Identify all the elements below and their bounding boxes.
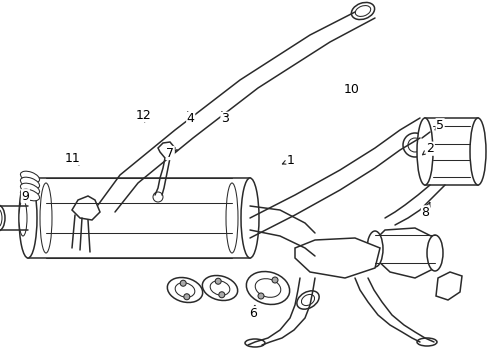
Ellipse shape xyxy=(255,279,280,297)
Ellipse shape xyxy=(225,183,238,253)
Text: 11: 11 xyxy=(64,152,80,166)
Ellipse shape xyxy=(407,138,421,152)
Ellipse shape xyxy=(258,293,264,299)
Polygon shape xyxy=(294,238,379,278)
Text: 4: 4 xyxy=(186,112,194,125)
Ellipse shape xyxy=(183,294,189,300)
Ellipse shape xyxy=(416,338,436,346)
Ellipse shape xyxy=(351,3,374,19)
Bar xyxy=(424,118,477,185)
Ellipse shape xyxy=(20,183,40,195)
Ellipse shape xyxy=(175,283,194,297)
Ellipse shape xyxy=(426,235,442,271)
Ellipse shape xyxy=(153,192,163,202)
Ellipse shape xyxy=(19,178,37,258)
Ellipse shape xyxy=(416,118,432,185)
Ellipse shape xyxy=(215,278,221,284)
Ellipse shape xyxy=(20,189,40,201)
Polygon shape xyxy=(72,196,100,220)
Polygon shape xyxy=(435,272,461,300)
Text: 5: 5 xyxy=(434,119,443,132)
Text: 10: 10 xyxy=(344,83,359,96)
Ellipse shape xyxy=(301,294,314,306)
Ellipse shape xyxy=(296,291,319,309)
Ellipse shape xyxy=(241,178,259,258)
Ellipse shape xyxy=(202,275,237,301)
Text: 3: 3 xyxy=(221,112,228,125)
Text: 7: 7 xyxy=(166,147,177,159)
Ellipse shape xyxy=(20,177,40,189)
Ellipse shape xyxy=(246,271,289,305)
Ellipse shape xyxy=(218,292,224,298)
Ellipse shape xyxy=(167,278,202,302)
Ellipse shape xyxy=(20,171,40,183)
Ellipse shape xyxy=(271,277,278,283)
Polygon shape xyxy=(374,228,434,278)
Ellipse shape xyxy=(244,339,264,347)
Ellipse shape xyxy=(469,118,485,185)
Ellipse shape xyxy=(210,281,229,295)
Ellipse shape xyxy=(0,209,2,227)
Text: 8: 8 xyxy=(421,202,429,219)
Ellipse shape xyxy=(366,231,382,267)
Text: 2: 2 xyxy=(422,142,433,155)
Polygon shape xyxy=(158,142,175,158)
Ellipse shape xyxy=(355,5,370,17)
Text: 12: 12 xyxy=(135,109,151,122)
Ellipse shape xyxy=(40,183,52,253)
Text: 9: 9 xyxy=(21,190,29,203)
Bar xyxy=(28,178,249,258)
Ellipse shape xyxy=(402,133,426,157)
Ellipse shape xyxy=(180,280,186,286)
Ellipse shape xyxy=(0,205,5,231)
Text: 1: 1 xyxy=(282,154,294,167)
Text: 6: 6 xyxy=(248,305,256,320)
Ellipse shape xyxy=(19,200,27,236)
